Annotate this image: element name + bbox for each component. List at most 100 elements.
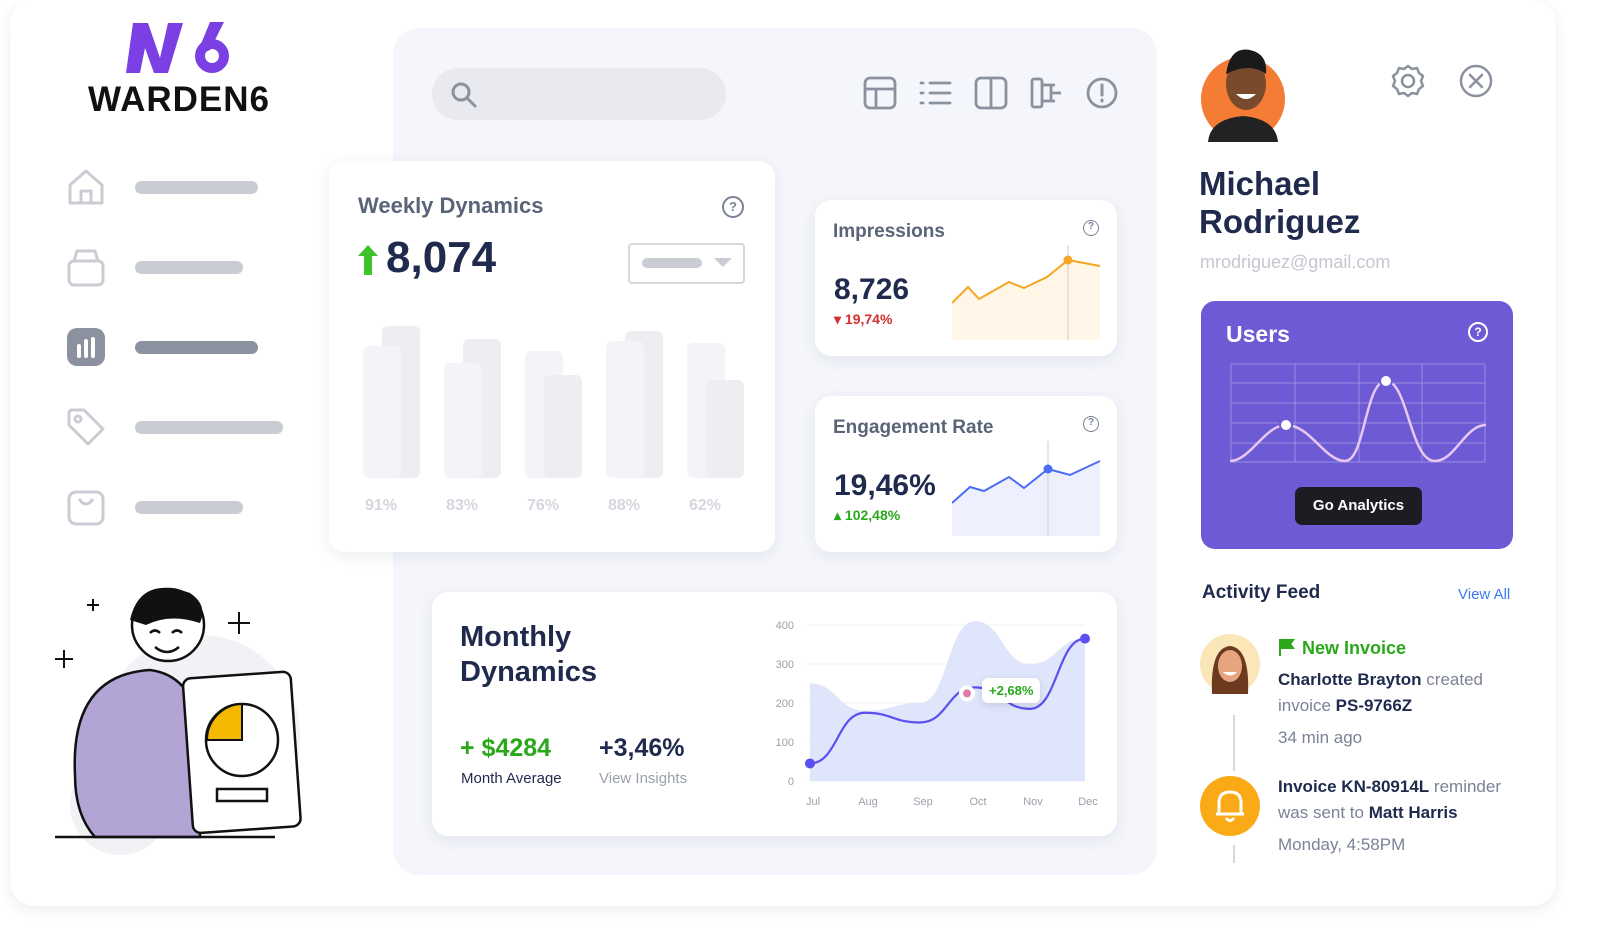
title-line: Monthly — [460, 621, 572, 653]
x-tick-label: Jul — [806, 796, 820, 808]
help-icon[interactable]: ? — [1083, 220, 1099, 236]
sparkline-line — [952, 460, 1101, 504]
alert-icon[interactable] — [1085, 76, 1119, 110]
view-insights-link[interactable]: View Insights — [599, 770, 688, 787]
sparkline-line — [952, 258, 1101, 304]
tag-icon — [67, 408, 105, 446]
data-point — [805, 758, 815, 769]
help-icon[interactable]: ? — [722, 196, 744, 218]
logo: WARDEN6 — [88, 18, 278, 119]
period-dropdown[interactable] — [628, 243, 745, 284]
chevron-down-icon — [714, 258, 732, 267]
bar-label: 62% — [689, 497, 722, 514]
users-card: Users ? Go Analytics — [1201, 301, 1513, 549]
profile-email: mrodriguez@gmail.com — [1200, 252, 1391, 272]
chart-icon — [67, 328, 105, 366]
sidebar-item-home[interactable] — [62, 165, 292, 211]
card-title: Impressions — [833, 221, 945, 242]
sparkline-point — [1043, 464, 1053, 474]
bar-front — [544, 375, 582, 478]
bar-label: 83% — [446, 497, 479, 514]
bar-front — [606, 341, 644, 478]
invoice-ref: Invoice KN-80914L — [1278, 777, 1430, 796]
chart-tooltip: +2,68% — [982, 678, 1041, 703]
engagement-sparkline — [952, 441, 1101, 536]
sidebar-item-tags[interactable] — [62, 405, 292, 451]
sparkline-point — [1063, 255, 1073, 265]
engagement-value: 19,46% — [834, 469, 936, 502]
person-illustration — [55, 587, 302, 855]
x-tick-label: Dec — [1078, 796, 1098, 808]
weekly-dynamics-card: Weekly Dynamics ? 8,074 91% 83% 76% 88% 62% — [329, 161, 775, 552]
y-tick-label: 100 — [776, 737, 794, 749]
view-all-link[interactable]: View All — [1458, 586, 1511, 603]
users-chart — [1230, 363, 1486, 463]
bar-label: 76% — [527, 497, 560, 514]
activity-item[interactable]: New Invoice Charlotte Brayton created in… — [1278, 635, 1538, 751]
impressions-sparkline — [952, 245, 1101, 340]
card-title: Engagement Rate — [833, 417, 994, 438]
invoice-ref: PS-9766Z — [1335, 696, 1413, 715]
card-title: Weekly Dynamics — [358, 193, 544, 218]
logo-mark-icon — [126, 22, 229, 73]
flag-icon — [1279, 639, 1295, 656]
help-icon[interactable]: ? — [1083, 416, 1099, 432]
profile-avatar[interactable] — [1200, 44, 1286, 142]
activity-item[interactable]: Invoice KN-80914L reminder was sent to M… — [1278, 774, 1538, 858]
x-tick-label: Oct — [969, 796, 986, 808]
monthly-change: +3,46% — [599, 734, 685, 762]
month-average-label: Month Average — [461, 770, 562, 787]
bar-label: 91% — [365, 497, 398, 514]
sidebar-item-products[interactable] — [62, 245, 292, 291]
list-icon[interactable] — [918, 76, 952, 110]
bar-front — [444, 363, 482, 478]
sparkline-area — [952, 461, 1100, 536]
highlight-point — [963, 689, 971, 698]
y-tick-label: 200 — [776, 698, 794, 710]
verb: reminder — [1429, 777, 1501, 796]
home-icon — [68, 169, 104, 205]
bar-label: 88% — [608, 497, 641, 514]
engagement-card: Engagement Rate ? 19,46% ▴ 102,48% — [815, 396, 1117, 552]
text: was sent to — [1278, 803, 1369, 822]
first-name: Michael — [1199, 165, 1321, 202]
x-tick-label: Nov — [1023, 796, 1043, 808]
caret-down-icon: ▾ — [834, 311, 845, 327]
verb: created — [1421, 670, 1484, 689]
timeline-line — [1233, 715, 1235, 771]
engagement-change: ▴ 102,48% — [834, 507, 900, 524]
activity-tag: New Invoice — [1278, 635, 1538, 661]
y-tick-label: 300 — [776, 659, 794, 671]
sidebar-item-orders[interactable] — [62, 485, 292, 531]
flow-icon[interactable] — [1029, 76, 1063, 110]
text: invoice — [1278, 696, 1336, 715]
box-icon — [67, 249, 105, 287]
impressions-value: 8,726 — [834, 273, 910, 306]
brand-name: WARDEN6 — [88, 80, 271, 119]
search-input[interactable] — [432, 68, 726, 120]
bell-icon — [1200, 776, 1260, 836]
actor: Charlotte Brayton — [1278, 670, 1422, 689]
charlotte-avatar — [1200, 634, 1260, 694]
x-tick-label: Sep — [913, 796, 933, 808]
bag-icon — [67, 490, 105, 526]
sidebar-item-analytics[interactable] — [62, 325, 292, 371]
help-icon[interactable]: ? — [1468, 322, 1488, 342]
settings-icon[interactable] — [1390, 63, 1426, 99]
timestamp: Monday, 4:58PM — [1278, 835, 1406, 854]
close-icon[interactable] — [1459, 64, 1493, 98]
columns-icon[interactable] — [974, 76, 1008, 110]
activity-title: Activity Feed — [1202, 582, 1321, 603]
line-series — [809, 637, 1086, 765]
bar-front — [363, 346, 401, 478]
y-tick-label: 400 — [776, 620, 794, 632]
area-series — [810, 621, 1085, 781]
sparkline-area — [952, 260, 1100, 340]
search-icon — [451, 82, 477, 108]
timestamp: 34 min ago — [1278, 728, 1363, 747]
card-title: Monthly Dynamics — [460, 620, 597, 690]
profile-name: Michael Rodriguez — [1199, 165, 1360, 241]
go-analytics-button[interactable]: Go Analytics — [1295, 487, 1422, 525]
actor: Matt Harris — [1368, 803, 1458, 822]
grid-icon[interactable] — [863, 76, 897, 110]
